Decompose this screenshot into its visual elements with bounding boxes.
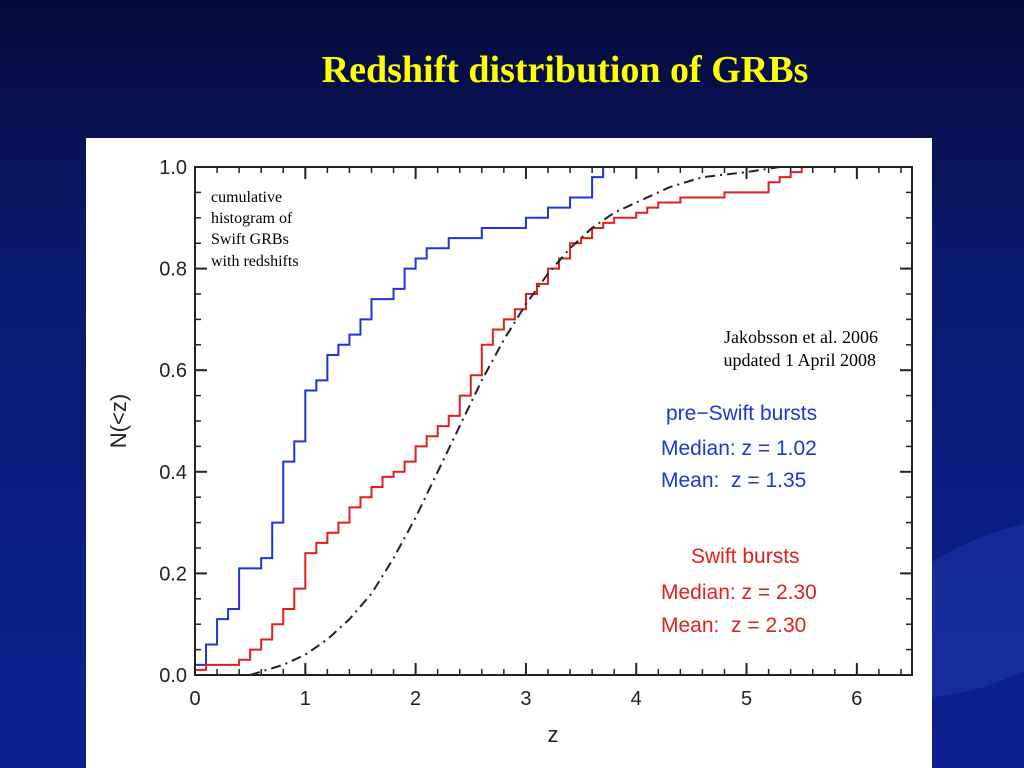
citation-line: updated 1 April 2008 <box>724 350 876 370</box>
axes-layer: 0 1 2 3 4 5 6 0.0 0.2 0.4 0.6 0.8 1.0 <box>159 157 912 710</box>
swift-stats: Swift bursts Median: z = 2.30 Mean: z = … <box>661 545 817 637</box>
figure-panel: 0 1 2 3 4 5 6 0.0 0.2 0.4 0.6 0.8 1.0 N(<z) z cumula… <box>86 138 932 768</box>
cumulative-note-line: with redshifts <box>211 253 299 270</box>
x-tick-label: 0 <box>189 688 200 710</box>
swift-mean: Mean: z = 2.30 <box>661 614 806 637</box>
series-layer <box>195 166 879 676</box>
x-tick-label: 3 <box>520 688 531 710</box>
x-tick-label: 1 <box>300 688 311 710</box>
cumulative-note-line: histogram of <box>211 210 293 227</box>
x-tick-label: 5 <box>741 688 752 710</box>
swift-header: Swift bursts <box>691 545 800 568</box>
series-line-swift-bursts <box>195 166 879 671</box>
slide-title: Redshift distribution of GRBs <box>321 49 809 91</box>
cumulative-note-line: cumulative <box>211 189 282 206</box>
cumulative-note-line: Swift GRBs <box>211 231 289 248</box>
x-tick-label: 4 <box>631 688 642 710</box>
y-tick-label: 0.0 <box>159 665 187 687</box>
plot-frame <box>194 166 913 676</box>
x-tick-label: 6 <box>851 688 862 710</box>
y-tick-label: 1.0 <box>159 157 187 179</box>
citation-line: Jakobsson et al. 2006 <box>724 327 878 347</box>
series-line-pre-swift-bursts <box>195 166 681 666</box>
pre-swift-median: Median: z = 1.02 <box>661 437 817 460</box>
swift-median: Median: z = 2.30 <box>661 581 817 604</box>
cumulative-note: cumulative histogram of Swift GRBs with … <box>211 189 299 270</box>
pre-swift-stats: pre−Swift bursts Median: z = 1.02 Mean: … <box>661 402 817 492</box>
pre-swift-header: pre−Swift bursts <box>666 402 817 425</box>
y-axis-label: N(<z) <box>106 394 131 448</box>
x-tick-label: 2 <box>410 688 421 710</box>
y-tick-label: 0.6 <box>159 360 187 382</box>
y-tick-label: 0.8 <box>159 259 187 281</box>
redshift-chart: 0 1 2 3 4 5 6 0.0 0.2 0.4 0.6 0.8 1.0 N(<z) z cumula… <box>106 157 913 747</box>
y-tick-label: 0.4 <box>159 462 187 484</box>
pre-swift-mean: Mean: z = 1.35 <box>661 469 806 492</box>
citation: Jakobsson et al. 2006 updated 1 April 20… <box>724 327 878 370</box>
y-tick-label: 0.2 <box>159 563 187 585</box>
x-axis-label: z <box>548 722 559 747</box>
